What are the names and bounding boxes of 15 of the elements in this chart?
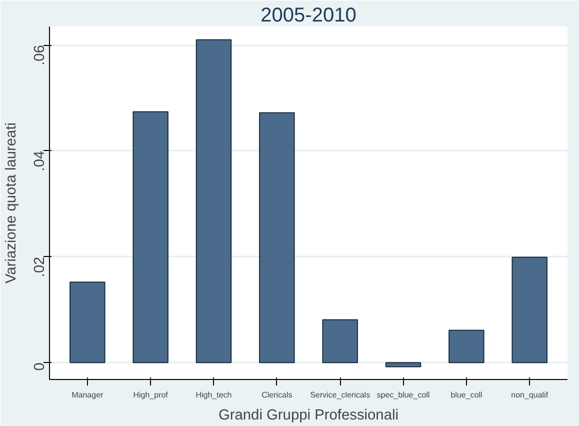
x-axis-title: Grandi Gruppi Professionali <box>218 408 399 424</box>
x-tick-label: High_prof <box>133 390 169 400</box>
y-tick-label: .06 <box>32 45 48 66</box>
x-tick-label: spec_blue_coll <box>376 390 430 400</box>
y-tick-label: 0 <box>32 362 48 371</box>
x-tick-label: blue_coll <box>450 390 482 400</box>
x-tick-label: non_qualif <box>511 390 549 400</box>
x-tick-label: High_tech <box>196 390 232 400</box>
x-tick-label: Service_clericals <box>310 390 370 400</box>
x-tick-label: Clericals <box>262 390 292 400</box>
y-tick-label: .04 <box>32 150 48 172</box>
y-tick-label: .02 <box>32 256 48 278</box>
y-axis-title: Variazione quota laureati <box>4 122 20 284</box>
chart-title: 2005-2010 <box>260 4 356 26</box>
x-tick-label: Manager <box>72 390 104 400</box>
